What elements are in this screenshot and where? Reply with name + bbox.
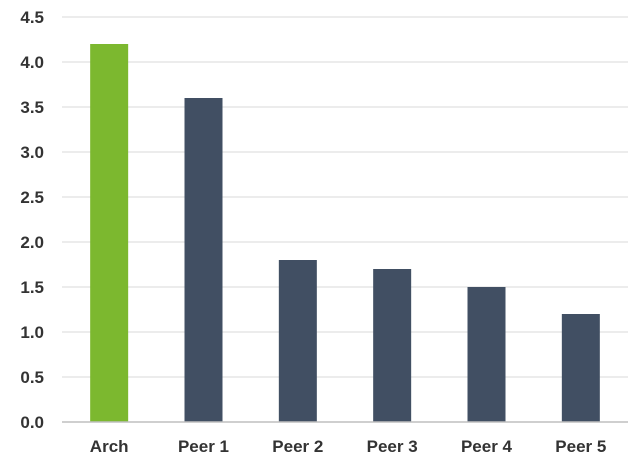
y-tick-label: 4.0 <box>20 53 44 72</box>
y-tick-label: 2.0 <box>20 233 44 252</box>
x-tick-label: Peer 2 <box>272 437 323 456</box>
y-tick-label: 1.5 <box>20 278 44 297</box>
bar-peer-5 <box>561 314 600 422</box>
bar-peer-4 <box>467 287 506 422</box>
bars <box>90 44 600 422</box>
y-tick-label: 4.5 <box>20 8 44 27</box>
bar-peer-2 <box>278 260 317 422</box>
y-tick-label: 2.5 <box>20 188 44 207</box>
y-tick-label: 0.5 <box>20 368 44 387</box>
y-tick-label: 3.5 <box>20 98 44 117</box>
bar-peer-1 <box>184 98 223 422</box>
x-tick-labels: Arch Peer 1 Peer 2 Peer 3 Peer 4 Peer 5 <box>90 437 607 456</box>
y-tick-label: 1.0 <box>20 323 44 342</box>
y-tick-label: 0.0 <box>20 413 44 432</box>
x-tick-label: Peer 4 <box>461 437 513 456</box>
x-tick-label: Arch <box>90 437 129 456</box>
y-tick-labels: 0.0 0.5 1.0 1.5 2.0 2.5 3.0 3.5 4.0 4.5 <box>20 8 44 432</box>
x-tick-label: Peer 3 <box>367 437 418 456</box>
x-tick-label: Peer 1 <box>178 437 229 456</box>
gridlines <box>62 16 628 378</box>
bar-peer-3 <box>373 269 412 422</box>
bar-arch <box>90 44 129 422</box>
y-tick-label: 3.0 <box>20 143 44 162</box>
x-tick-label: Peer 5 <box>555 437 606 456</box>
